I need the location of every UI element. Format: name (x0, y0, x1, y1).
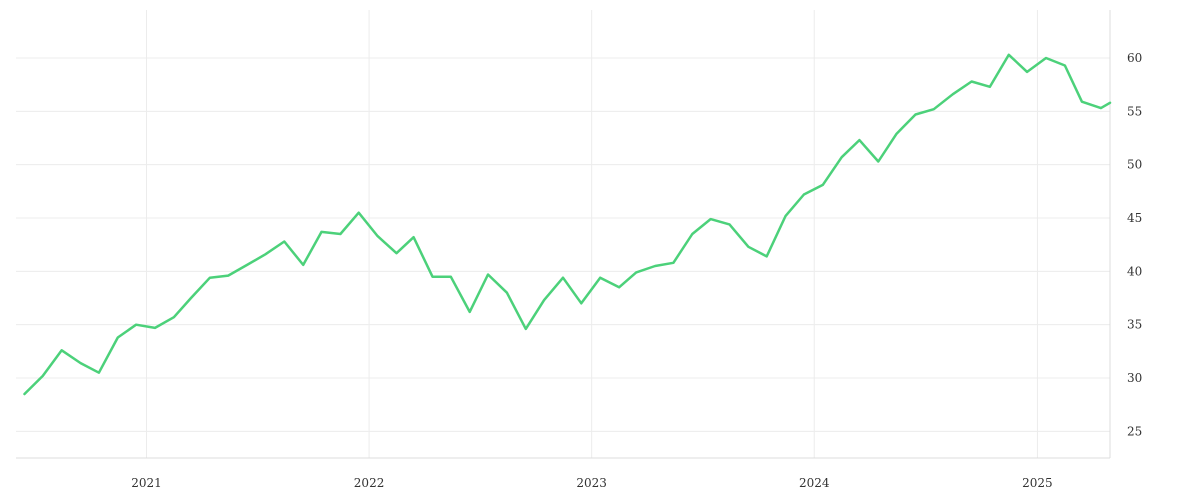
x-tick-label: 2022 (354, 476, 385, 490)
x-tick-label: 2023 (576, 476, 607, 490)
y-tick-label: 50 (1127, 158, 1142, 172)
y-tick-label: 25 (1127, 424, 1142, 438)
y-tick-label: 55 (1127, 104, 1142, 118)
y-tick-label: 45 (1127, 211, 1142, 225)
x-gridlines (145, 10, 1038, 458)
axes (16, 10, 1111, 459)
y-tick-label: 30 (1127, 371, 1142, 385)
series-layer (23, 53, 1112, 396)
x-tick-label: 2025 (1022, 476, 1053, 490)
x-axis-tick-labels: 2021 2022 2023 2024 2025 (131, 476, 1052, 490)
series-line (23, 53, 1112, 396)
y-tick-label: 40 (1127, 264, 1142, 278)
x-tick-label: 2021 (131, 476, 162, 490)
y-tick-label: 60 (1127, 51, 1142, 65)
x-tick-label: 2024 (799, 476, 830, 490)
y-axis-tick-labels: 25 30 35 40 45 50 55 60 (1127, 51, 1142, 438)
y-tick-label: 35 (1127, 318, 1142, 332)
y-gridlines (16, 57, 1110, 432)
